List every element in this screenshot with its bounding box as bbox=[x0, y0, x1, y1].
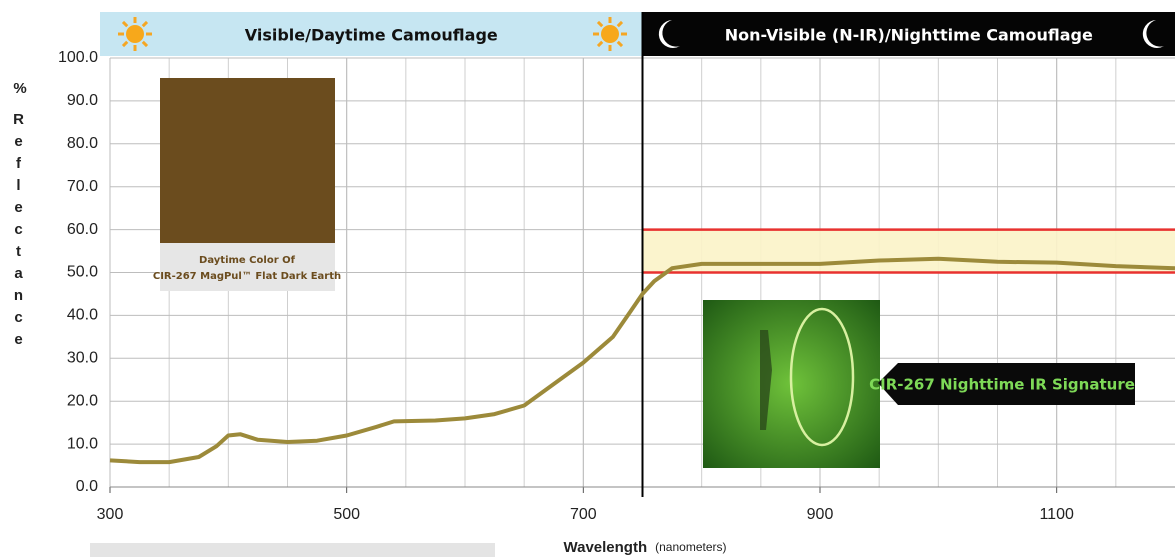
x-label-unit: (nanometers) bbox=[655, 540, 726, 554]
x-tick-label: 900 bbox=[807, 506, 834, 523]
y-tick-label: 50.0 bbox=[67, 264, 98, 281]
y-tick-label: 80.0 bbox=[67, 135, 98, 152]
blurred-note bbox=[90, 543, 495, 557]
sun-ray bbox=[121, 20, 129, 28]
y-tick-label: 30.0 bbox=[67, 350, 98, 367]
y-symbol: % bbox=[13, 80, 27, 97]
y-tick-label: 40.0 bbox=[67, 307, 98, 324]
y-label: Reflectance bbox=[10, 111, 27, 353]
x-tick-label: 1100 bbox=[1039, 506, 1074, 523]
moon-icon bbox=[658, 20, 680, 48]
sun-ray bbox=[596, 40, 604, 48]
nv-highlight bbox=[789, 307, 855, 447]
y-tick-label: 100.0 bbox=[58, 49, 98, 66]
y-tick-label: 70.0 bbox=[67, 178, 98, 195]
reflectance-line bbox=[109, 256, 1175, 465]
callout-text: CIR-267 Nighttime IR Signature bbox=[869, 376, 1135, 394]
sun-ray bbox=[596, 20, 604, 28]
banner bbox=[100, 12, 643, 56]
y-tick-label: 20.0 bbox=[67, 392, 98, 409]
sun-icon bbox=[118, 17, 152, 51]
x-tick-label: 300 bbox=[97, 506, 124, 523]
x-tick-label: 500 bbox=[333, 506, 360, 523]
swatch bbox=[160, 78, 335, 243]
x-axis-label: Wavelength (nanometers) bbox=[564, 539, 727, 556]
y-tick-label: 10.0 bbox=[67, 435, 98, 452]
x-label-main: Wavelength bbox=[564, 539, 648, 556]
sun-ray bbox=[121, 40, 129, 48]
nv-figure bbox=[760, 330, 772, 430]
callout-box bbox=[878, 363, 1135, 405]
sun-ray bbox=[616, 40, 624, 48]
y-tick-label: 0.0 bbox=[76, 478, 98, 495]
banner-title: Non-Visible (N-IR)/Nighttime Camouflage bbox=[725, 26, 1093, 45]
swatch-caption: Daytime Color Of bbox=[199, 255, 296, 266]
swatch-caption-box bbox=[160, 243, 335, 291]
sun-icon bbox=[593, 17, 627, 51]
sun-ray bbox=[141, 40, 149, 48]
y-tick-label: 60.0 bbox=[67, 221, 98, 238]
sun-core bbox=[601, 25, 619, 43]
banner bbox=[642, 12, 1175, 56]
y-tick-label: 90.0 bbox=[67, 92, 98, 109]
x-tick-label: 700 bbox=[570, 506, 597, 523]
banner-title: Visible/Daytime Camouflage bbox=[245, 26, 498, 45]
swatch-caption: CIR-267 MagPul™ Flat Dark Earth bbox=[153, 271, 341, 282]
y-axis-label: % Reflectance bbox=[10, 80, 30, 353]
sun-core bbox=[126, 25, 144, 43]
sun-ray bbox=[141, 20, 149, 28]
sun-ray bbox=[616, 20, 624, 28]
moon-icon bbox=[1142, 20, 1164, 48]
